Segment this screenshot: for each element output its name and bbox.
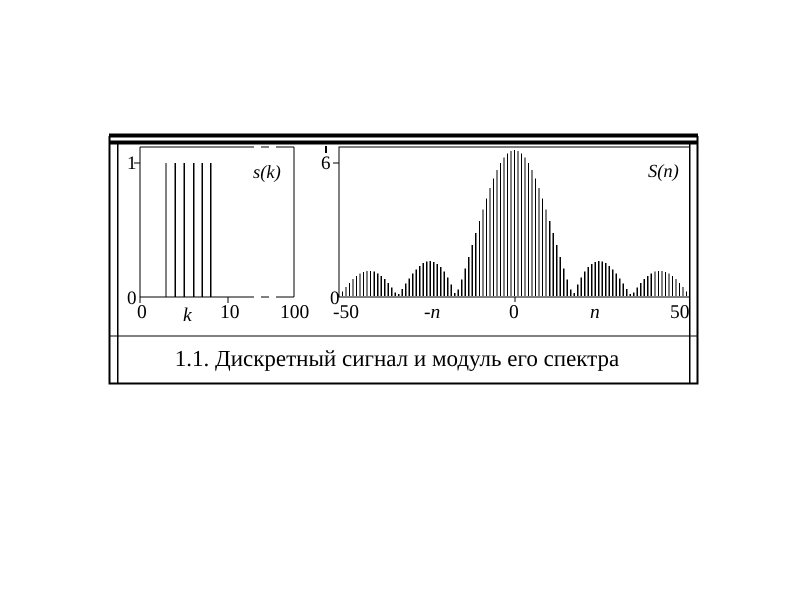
svg-text:50: 50 — [670, 302, 690, 323]
svg-text:-50: -50 — [333, 302, 359, 323]
svg-text:s(k): s(k) — [253, 163, 281, 183]
svg-text:100: 100 — [280, 302, 309, 323]
svg-text:10: 10 — [220, 302, 240, 323]
svg-text:0: 0 — [509, 302, 519, 323]
svg-text:0: 0 — [127, 288, 137, 309]
svg-text:n: n — [590, 302, 600, 323]
svg-text:S(n): S(n) — [648, 162, 679, 182]
svg-text:0: 0 — [137, 302, 147, 323]
svg-text:-n: -n — [424, 302, 440, 323]
svg-text:6: 6 — [321, 153, 331, 174]
svg-text:1: 1 — [127, 153, 137, 174]
svg-text:k: k — [183, 305, 192, 326]
svg-text:1.1. Дискретный сигнал и модул: 1.1. Дискретный сигнал и модуль его спек… — [175, 346, 619, 371]
